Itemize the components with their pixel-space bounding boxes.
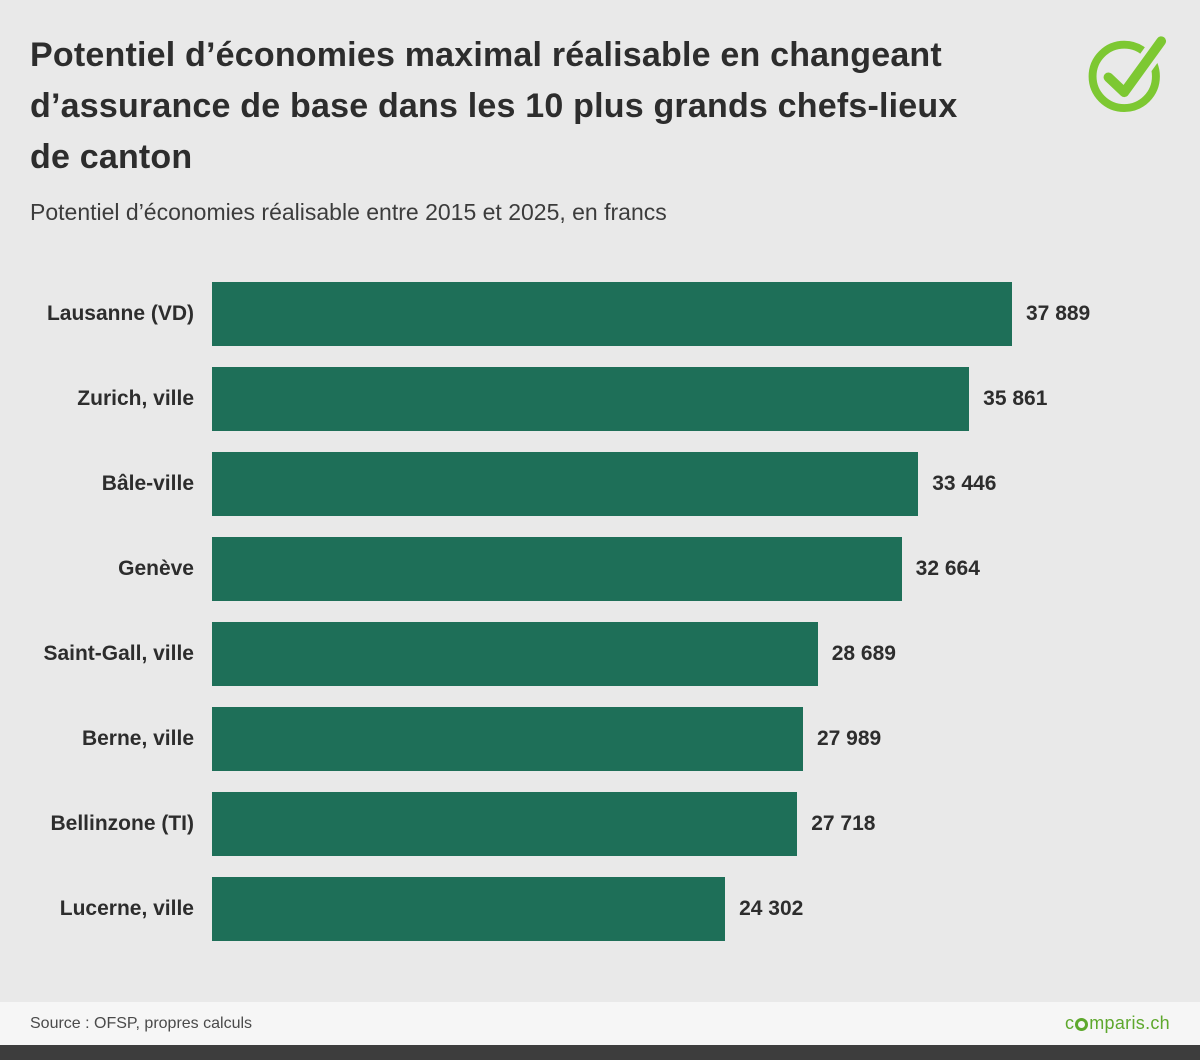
- bar-area: 24 302: [212, 877, 1012, 941]
- bar-chart: Lausanne (VD) 37 889 Zurich, ville 35 861 Bâ…: [0, 226, 1200, 1002]
- bar-value-label: 28 689: [831, 642, 896, 665]
- bar: [212, 707, 803, 771]
- bar: [212, 282, 1012, 346]
- category-label: Lausanne (VD): [46, 302, 194, 325]
- chart-row: Saint-Gall, ville 28 689: [0, 622, 1200, 686]
- bar-value-label: 27 989: [816, 727, 882, 750]
- comparis-logo: c mparis.ch: [1065, 1013, 1170, 1034]
- bar-value-label: 24 302: [739, 897, 804, 920]
- chart-row: Lucerne, ville 24 302: [0, 877, 1200, 941]
- category-label: Bâle-ville: [101, 472, 194, 495]
- bottom-strip: [0, 1045, 1200, 1060]
- chart-row: Genève 32 664: [0, 537, 1200, 601]
- chart-rows: Lausanne (VD) 37 889 Zurich, ville 35 861 Bâ…: [0, 282, 1200, 941]
- category-label: Genève: [118, 557, 194, 580]
- brand-prefix: c: [1064, 1013, 1075, 1033]
- bar-value-label: 37 889: [1026, 302, 1091, 325]
- bar: [212, 792, 798, 856]
- category-label: Berne, ville: [81, 727, 194, 750]
- category-label: Zurich, ville: [77, 387, 194, 410]
- page-subtitle: Potentiel d’économies réalisable entre 2…: [30, 199, 667, 225]
- bar-value-label: 27 718: [811, 812, 876, 835]
- chart-row: Bellinzone (TI) 27 718: [0, 792, 1200, 856]
- bar-value-label: 35 861: [983, 387, 1048, 410]
- category-label: Lucerne, ville: [59, 897, 194, 920]
- bar: [212, 537, 902, 601]
- bar-area: 35 861: [212, 367, 1047, 431]
- chart-row: Berne, ville 27 989: [0, 707, 1200, 771]
- bar-area: 27 989: [212, 707, 1012, 771]
- page-title: Potentiel d’économies maximal réalisable…: [30, 36, 958, 176]
- ring-icon: [1075, 1018, 1089, 1031]
- chart-row: Zurich, ville 35 861: [0, 367, 1200, 431]
- bar-area: 27 718: [212, 792, 1012, 856]
- checkmark-circle-icon: [1082, 28, 1171, 116]
- category-label: Bellinzone (TI): [50, 812, 195, 835]
- bar-area: 33 446: [212, 452, 1012, 516]
- bar: [212, 877, 726, 941]
- chart-header: Potentiel d’économies maximal réalisable…: [0, 0, 1200, 226]
- bar-value-label: 33 446: [932, 472, 997, 495]
- bar-area: 32 664: [212, 537, 1012, 601]
- bar-area: 28 689: [212, 622, 1012, 686]
- chart-row: Lausanne (VD) 37 889: [0, 282, 1200, 346]
- footer: Source : OFSP, propres calculs c mparis.…: [0, 1002, 1200, 1045]
- brand-suffix: mparis.ch: [1089, 1013, 1170, 1033]
- bar: [212, 367, 970, 431]
- source-note: Source : OFSP, propres calculs: [30, 1014, 253, 1032]
- bar: [212, 452, 919, 516]
- bar-value-label: 32 664: [915, 557, 980, 580]
- category-label: Saint-Gall, ville: [43, 642, 194, 665]
- chart-row: Bâle-ville 33 446: [0, 452, 1200, 516]
- bar-area: 37 889: [212, 282, 1090, 346]
- bar: [212, 622, 818, 686]
